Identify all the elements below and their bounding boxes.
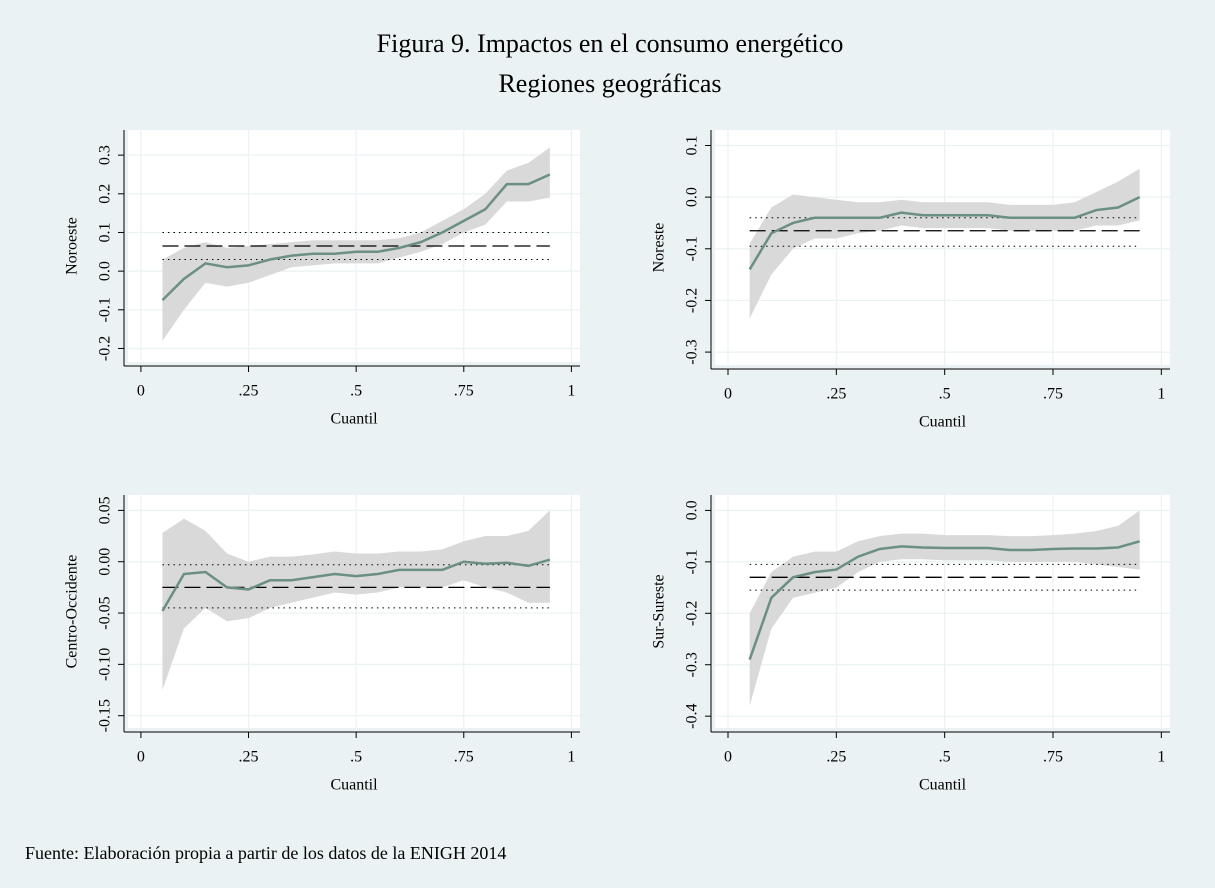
y-tick-label: -0.3 [684,652,701,677]
x-tick-label: .75 [1043,386,1063,403]
y-tick-label: -0.1 [684,236,701,261]
y-tick-label: -0.3 [684,339,701,364]
y-tick-label: -0.2 [97,336,114,361]
y-tick-label: -0.4 [684,704,701,729]
y-tick-label: -0.15 [97,699,114,732]
y-tick-label: 0.0 [97,261,114,281]
x-axis-label: Cuantil [919,414,967,431]
y-tick-label: -0.10 [97,648,114,681]
x-tick-label: .5 [350,749,362,766]
y-tick-label: 0.0 [684,500,701,520]
y-axis-label: Noroeste [64,217,81,275]
y-tick-label: 0.2 [97,184,114,204]
y-axis-label: Noreste [651,223,668,273]
x-tick-label: 1 [567,383,575,400]
source-note: Fuente: Elaboración propia a partir de l… [25,843,506,863]
estimate-line [161,558,551,612]
estimate-line [748,540,1141,661]
x-tick-label: .75 [454,383,474,400]
estimate-line [748,196,1141,271]
x-tick-label: .75 [1043,749,1063,766]
x-tick-label: .5 [350,383,362,400]
y-tick-label: -0.2 [684,288,701,313]
x-tick-label: 0 [724,386,732,403]
x-tick-label: 0 [137,749,145,766]
x-tick-label: 0 [137,383,145,400]
figure-subtitle: Regiones geográficas [498,69,721,98]
estimate-line [161,173,551,302]
y-axis-label: Sur-Sureste [651,574,668,648]
x-tick-label: 1 [1157,386,1165,403]
confidence-band [749,168,1140,319]
y-tick-label: 0.1 [684,135,701,155]
x-tick-label: .25 [239,749,259,766]
x-tick-label: 0 [724,749,732,766]
y-axis-label: Centro-Occidente [64,555,81,669]
y-tick-label: 0.00 [97,548,114,576]
x-tick-label: .5 [939,386,951,403]
x-tick-label: .5 [939,749,951,766]
y-tick-label: -0.05 [97,596,114,629]
y-tick-label: 0.05 [97,496,114,524]
x-tick-label: .75 [454,749,474,766]
confidence-band [162,510,550,691]
x-axis-label: Cuantil [330,777,378,794]
y-tick-label: 0.0 [684,187,701,207]
x-tick-label: .25 [826,386,846,403]
x-tick-label: 1 [1157,749,1165,766]
figure-title: Figura 9. Impactos en el consumo energét… [377,29,844,58]
confidence-band [162,147,550,341]
x-tick-label: .25 [826,749,846,766]
x-axis-label: Cuantil [330,411,378,428]
confidence-band [749,510,1140,706]
y-tick-label: -0.1 [684,549,701,574]
x-axis-label: Cuantil [919,777,967,794]
y-tick-label: -0.1 [97,297,114,322]
x-tick-label: .25 [239,383,259,400]
x-tick-label: 1 [567,749,575,766]
y-tick-label: 0.1 [97,222,114,242]
y-tick-label: -0.2 [684,601,701,626]
y-tick-label: 0.3 [97,145,114,165]
